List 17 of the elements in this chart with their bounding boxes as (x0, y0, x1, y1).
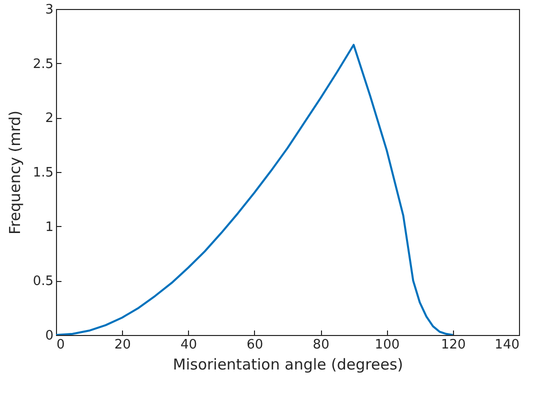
x-tick-label: 60 (246, 338, 264, 352)
x-tick-label: 0 (56, 338, 65, 352)
y-tick-label: 0.5 (32, 274, 54, 290)
y-tick-label: 2 (45, 111, 54, 126)
y-axis-title: Frequency (mrd) (6, 110, 24, 234)
x-tick-label: 80 (312, 338, 330, 352)
x-tick-label: 120 (440, 338, 466, 352)
x-tick-label: 20 (114, 338, 131, 352)
x-axis-title: Misorientation angle (degrees) (172, 356, 404, 374)
x-tick-label: 100 (374, 338, 400, 352)
line-series (56, 44, 454, 335)
y-tick-label: 2.5 (32, 56, 54, 72)
y-tick-label: 3 (45, 2, 54, 18)
y-tick-label: 1 (45, 220, 54, 235)
x-tick-label: 40 (180, 338, 198, 352)
x-tick-label: 140 (494, 338, 520, 352)
y-tick-label: 1.5 (32, 166, 54, 180)
